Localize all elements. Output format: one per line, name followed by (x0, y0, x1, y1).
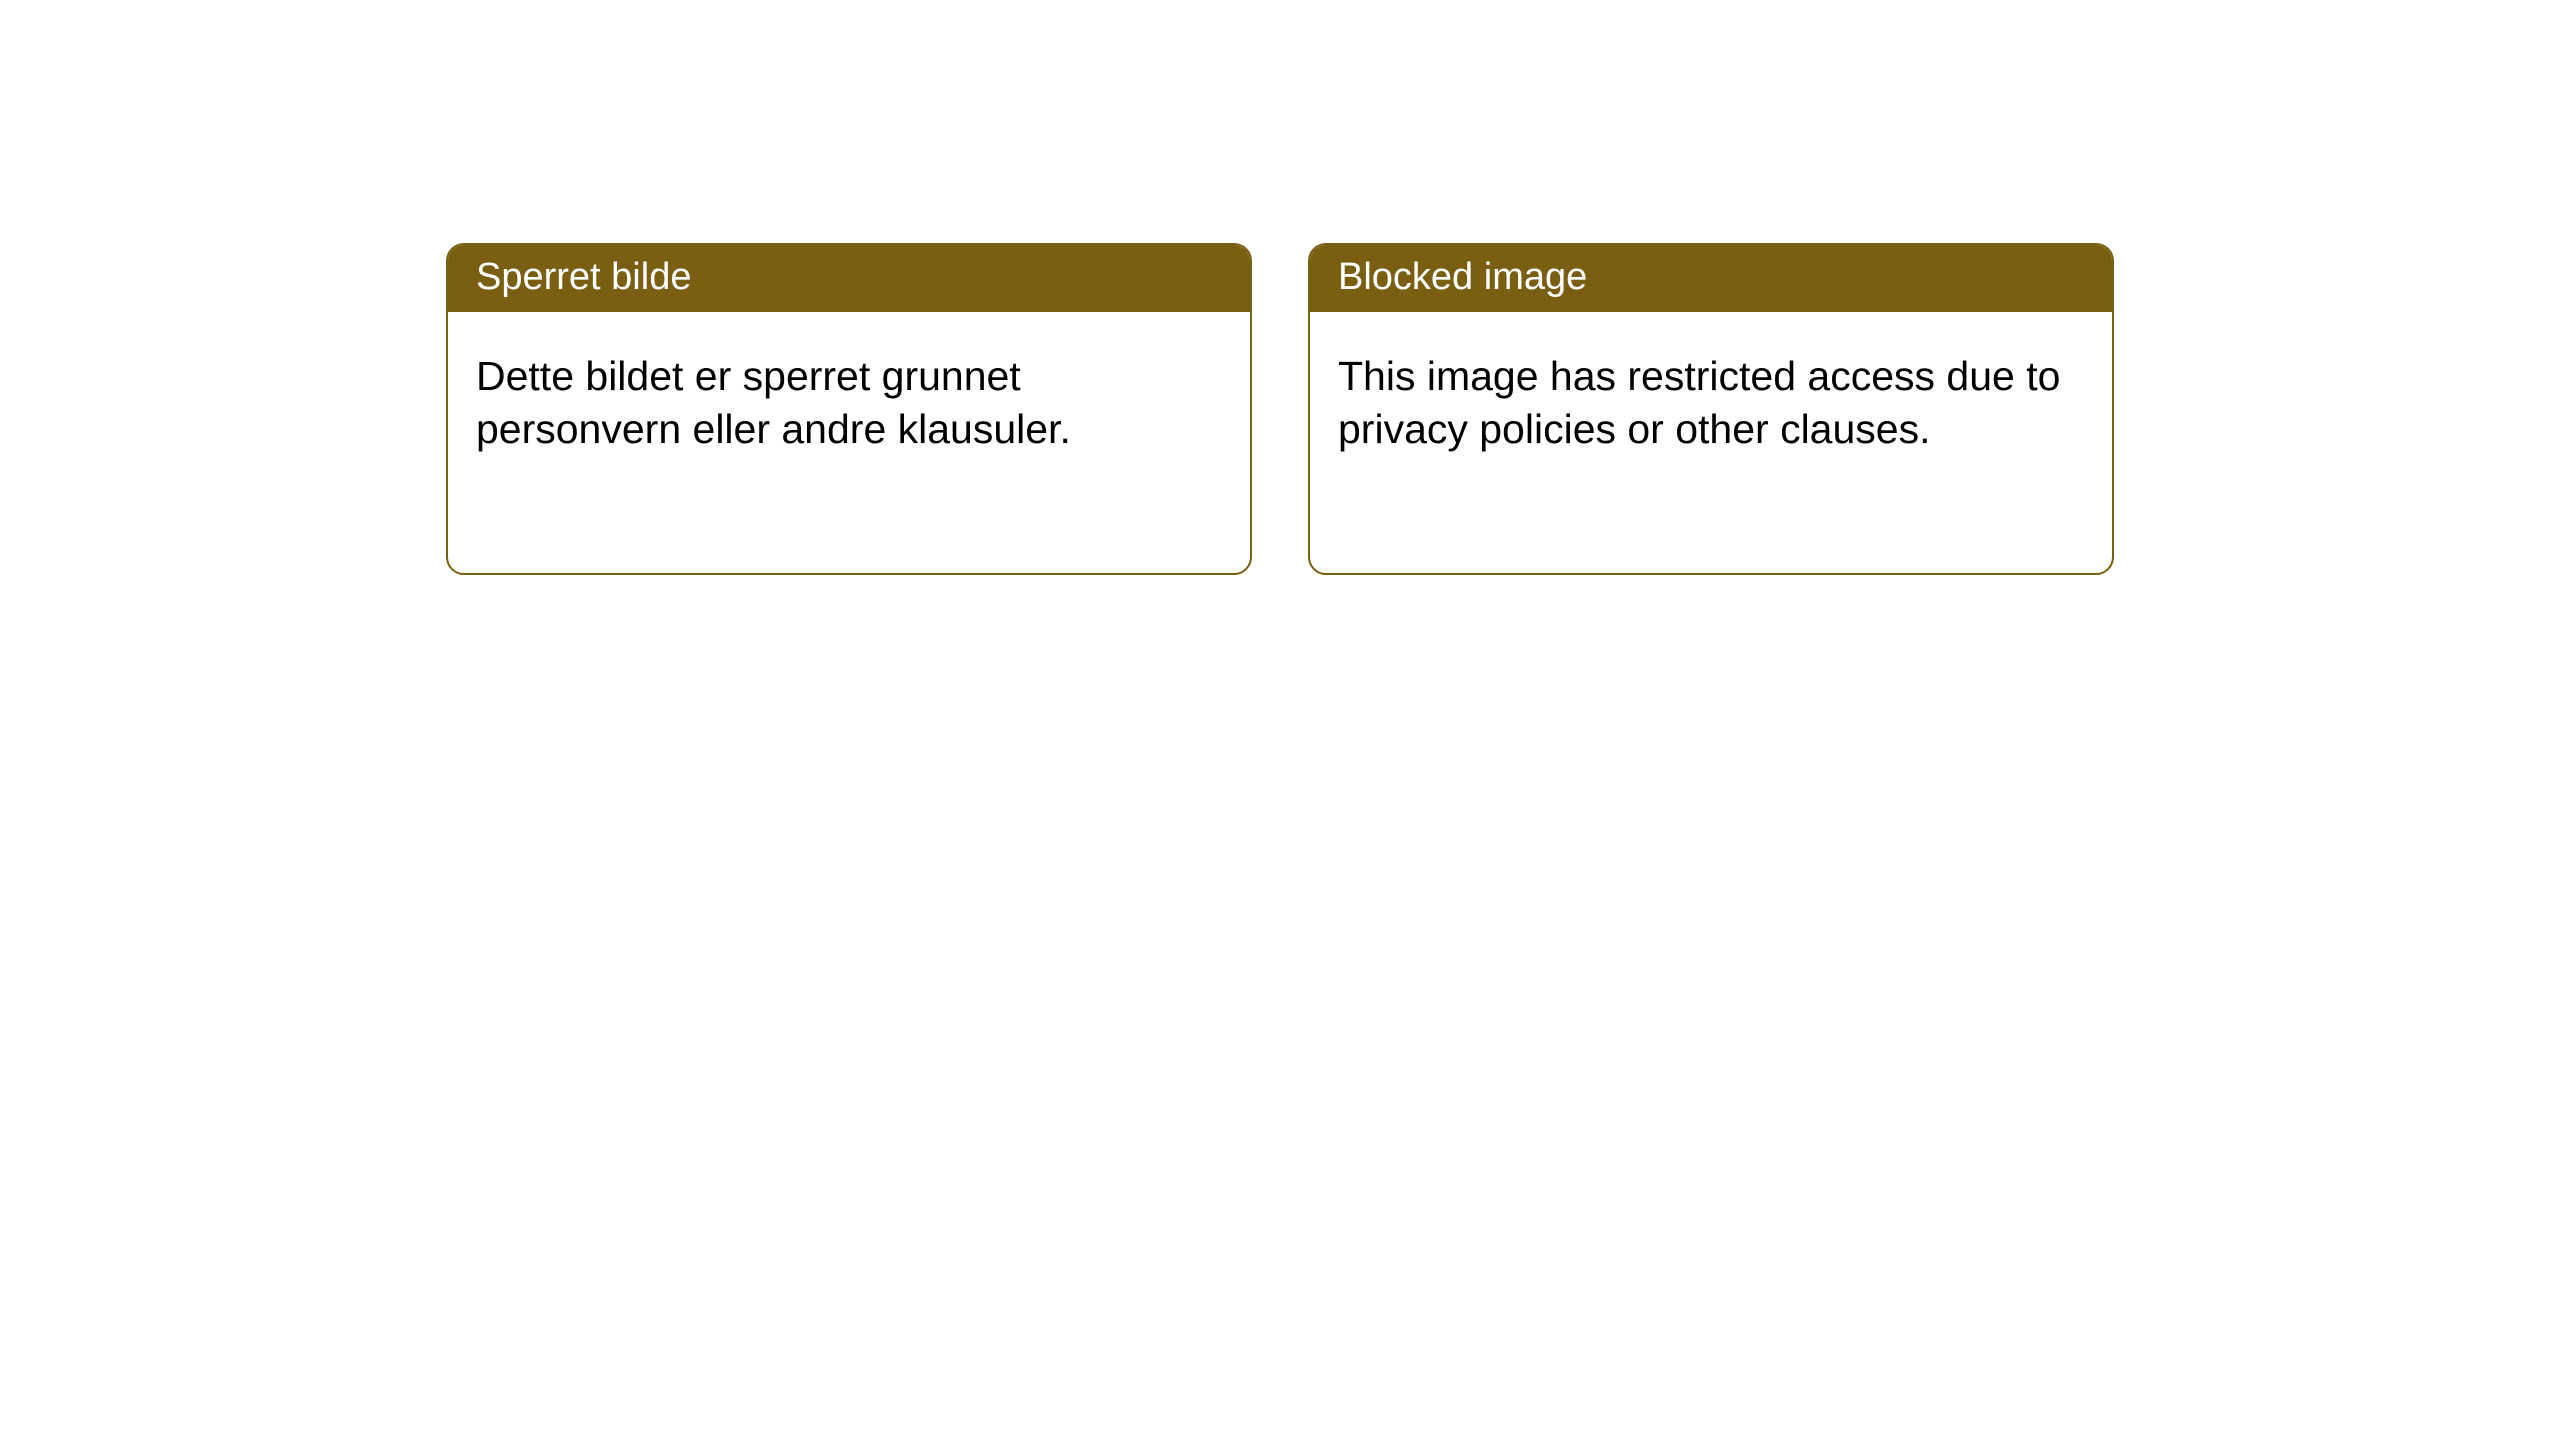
notice-card-english: Blocked image This image has restricted … (1308, 243, 2114, 575)
notice-container: Sperret bilde Dette bildet er sperret gr… (0, 0, 2560, 575)
notice-card-norwegian: Sperret bilde Dette bildet er sperret gr… (446, 243, 1252, 575)
notice-header: Blocked image (1310, 245, 2112, 312)
notice-body: This image has restricted access due to … (1310, 312, 2112, 483)
notice-header: Sperret bilde (448, 245, 1250, 312)
notice-body: Dette bildet er sperret grunnet personve… (448, 312, 1250, 483)
